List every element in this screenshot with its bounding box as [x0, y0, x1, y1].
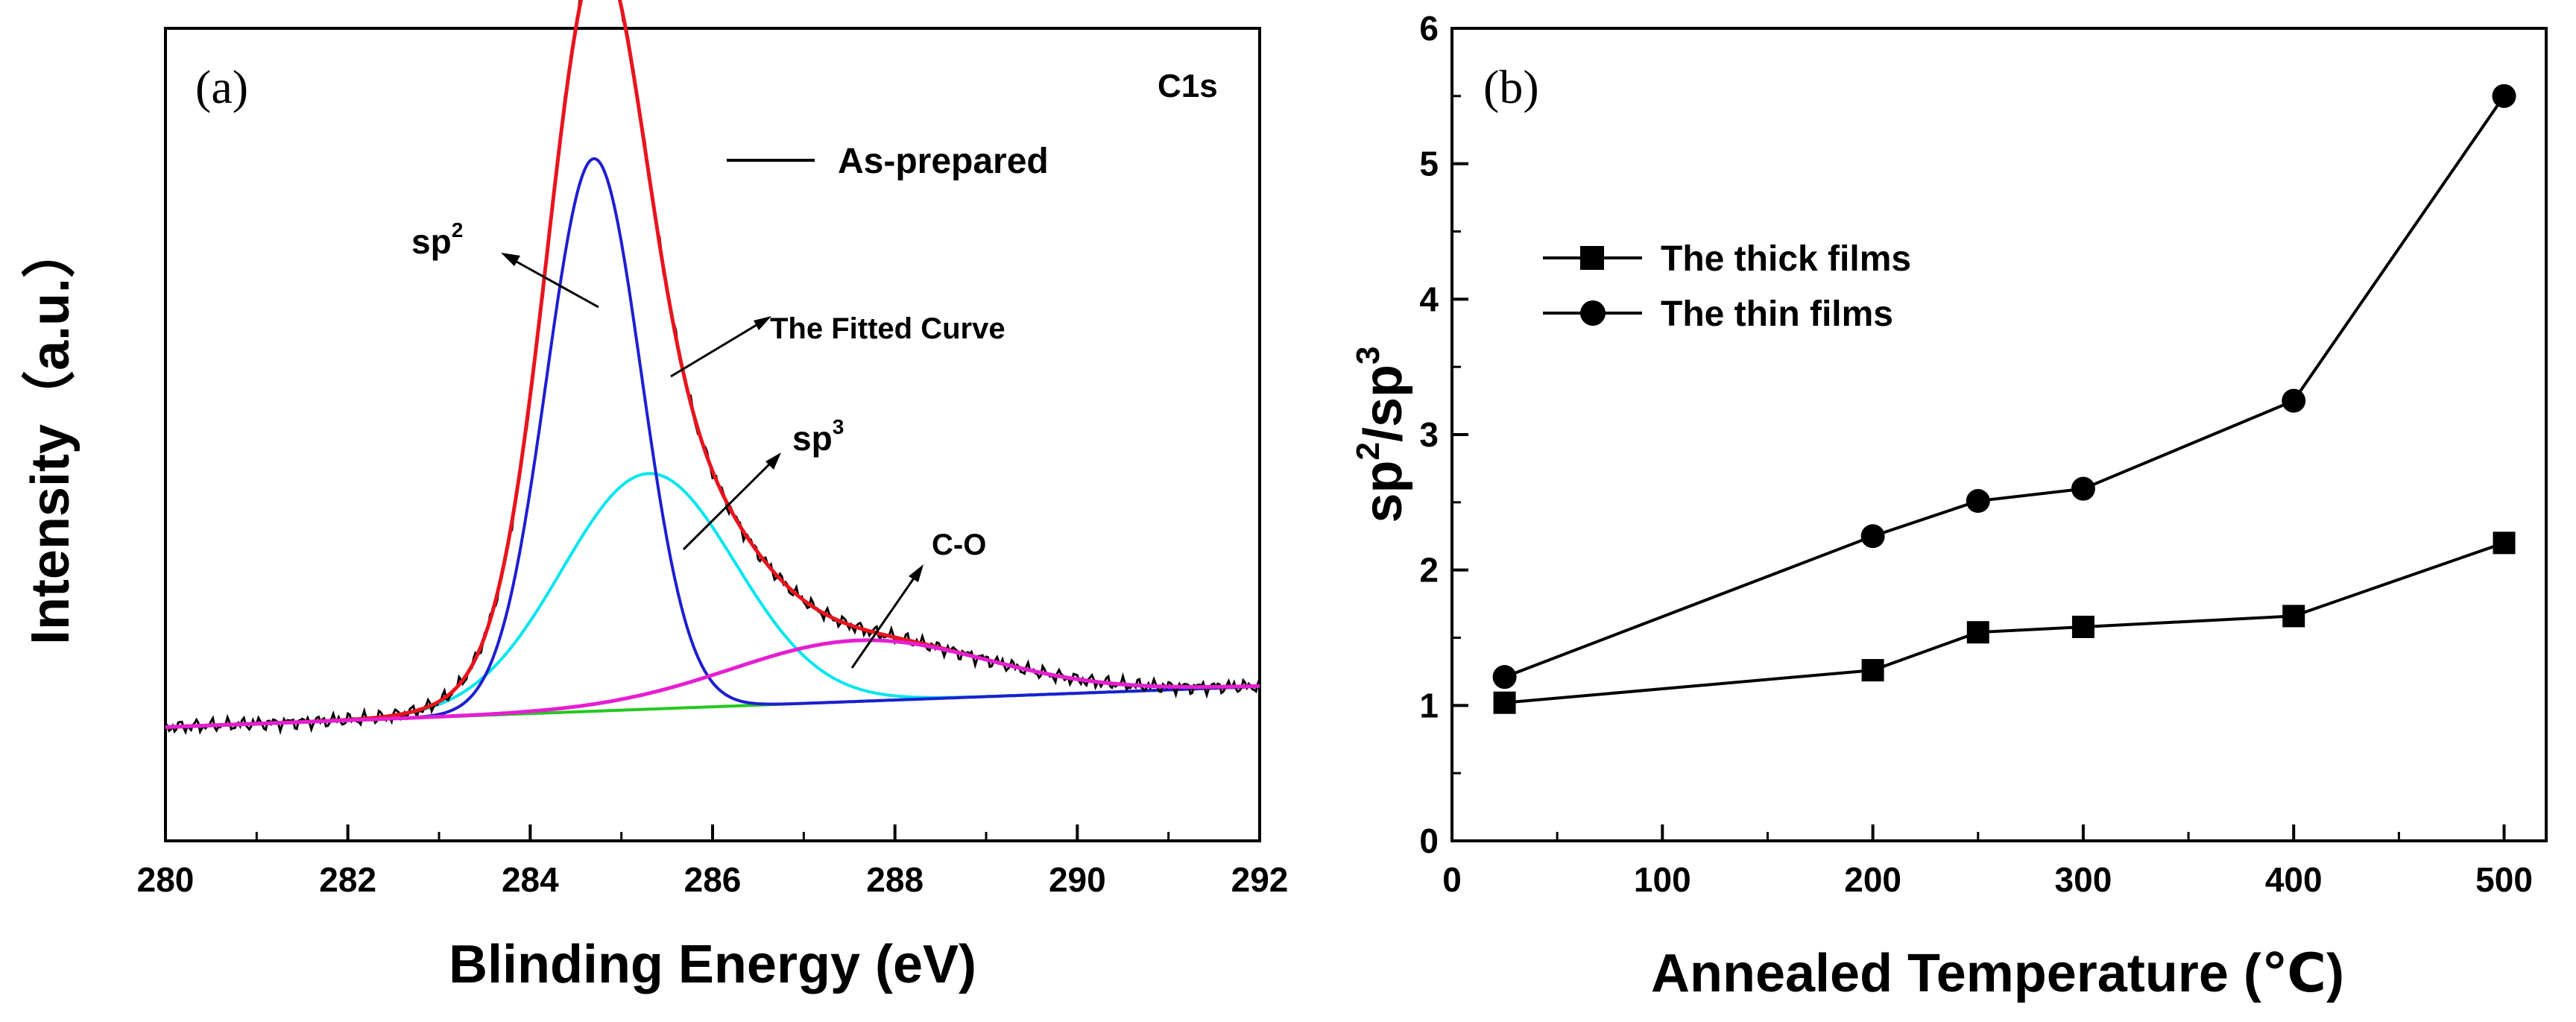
- point-thick-25: [1493, 691, 1516, 714]
- b-y-tick-label-2: 2: [1419, 551, 1439, 590]
- a-x-tick-label-292: 292: [1231, 860, 1289, 899]
- point-thick-300: [2071, 615, 2094, 638]
- y-title-sup-2: 2: [1350, 442, 1386, 460]
- b-x-tick-label-500: 500: [2475, 860, 2533, 899]
- annotation-sp2-sup: 2: [452, 218, 464, 242]
- panel-b-plot-frame: [1450, 27, 2548, 842]
- panel-a-label: (a): [195, 60, 248, 113]
- a-x-tick-label-288: 288: [866, 860, 924, 899]
- a-x-tick-label-286: 286: [684, 860, 742, 899]
- arrow-sp3-head: [765, 452, 781, 470]
- panel-b-legend: The thick films The thin films: [1543, 239, 1911, 334]
- panel-b-ticks: [1450, 27, 2506, 842]
- point-thin-400: [2282, 388, 2306, 413]
- annotation-fitted-curve: The Fitted Curve: [770, 312, 1006, 345]
- a-x-tick-label-284: 284: [502, 860, 559, 899]
- legend-label-thick: The thick films: [1661, 239, 1911, 279]
- curve-c-o: [165, 638, 1260, 729]
- series-line-thin: [1503, 95, 2506, 679]
- point-thick-200: [1861, 659, 1884, 682]
- y-title-slash-sp: /sp: [1354, 365, 1413, 442]
- panel-a-x-ticks: [164, 824, 1261, 841]
- panel-b-y-axis-title: sp2/sp3: [1350, 346, 1413, 523]
- legend-marker-thin: [1580, 300, 1606, 326]
- b-x-tick-label-200: 200: [1844, 860, 1901, 899]
- a-x-tick-label-280: 280: [137, 860, 195, 899]
- b-y-tick-label-6: 6: [1419, 9, 1439, 48]
- annotation-sp3-sup: 3: [833, 415, 845, 438]
- point-thick-500: [2493, 531, 2516, 555]
- b-x-tick-label-400: 400: [2265, 860, 2323, 899]
- annotation-sp3-base: sp: [792, 419, 833, 458]
- legend-label-thin: The thin films: [1661, 294, 1893, 334]
- arrow-c-o: [850, 571, 920, 669]
- point-thin-25: [1492, 665, 1517, 690]
- b-y-tick-label-1: 1: [1419, 686, 1439, 725]
- panel-b-x-axis-title: Annealed Temperature (℃): [1651, 944, 2344, 1003]
- a-x-tick-label-290: 290: [1049, 860, 1106, 899]
- b-y-tick-label-3: 3: [1419, 415, 1439, 454]
- b-y-tick-label-0: 0: [1419, 821, 1439, 860]
- annotation-sp3: sp3: [792, 415, 844, 458]
- point-thick-400: [2282, 605, 2305, 628]
- arrow-fitted-head: [754, 316, 771, 330]
- annotation-arrows: [501, 253, 924, 669]
- b-x-tick-label-100: 100: [1634, 860, 1691, 899]
- curve-as-prepared: [164, 0, 1261, 736]
- point-thin-500: [2492, 83, 2516, 108]
- arrow-sp2: [508, 256, 599, 309]
- panel-a-xps-spectrum: 280 282 284 286 288 290 292 (a) C1s As-prepare…: [21, 0, 1288, 994]
- a-x-tick-label-282: 282: [319, 860, 376, 899]
- curve-fitted: [165, 0, 1260, 729]
- b-y-tick-label-4: 4: [1419, 280, 1439, 318]
- point-thin-250: [1966, 489, 1990, 514]
- annotation-sp2: sp2: [411, 218, 463, 261]
- panel-b-label: (b): [1483, 60, 1539, 113]
- panel-a-x-tick-labels: 280 282 284 286 288 290 292: [137, 860, 1289, 899]
- arrow-sp2-head: [501, 253, 520, 266]
- y-title-sp: sp: [1354, 460, 1413, 523]
- series-line-thick: [1504, 541, 2505, 704]
- panel-b-tick-labels: 0 100 200 300 400 500 0 1 2 3 4 5 6: [1419, 9, 2533, 899]
- b-y-tick-label-5: 5: [1419, 145, 1439, 183]
- curve-sp2: [165, 157, 1260, 729]
- annotation-sp2-base: sp: [411, 222, 452, 261]
- b-x-tick-label-300: 300: [2055, 860, 2112, 899]
- arrow-c-o-head: [909, 564, 924, 582]
- b-x-tick-label-0: 0: [1442, 860, 1462, 899]
- annotation-c-o: C-O: [932, 529, 986, 561]
- panel-a-legend-label-as-prepared: As-prepared: [838, 142, 1049, 181]
- panel-a-curves: [164, 0, 1261, 736]
- legend-marker-thick: [1580, 246, 1604, 270]
- panel-b-series: [1492, 83, 2516, 714]
- panel-a-y-axis-title: Intensity（a.u.）: [21, 224, 80, 645]
- panel-b-ratio-plot: 0 100 200 300 400 500 0 1 2 3 4 5 6 (b) The thick fi…: [1350, 9, 2548, 1003]
- y-title-sup-3: 3: [1350, 346, 1386, 364]
- arrow-fitted: [670, 319, 765, 378]
- point-thick-250: [1966, 621, 1989, 644]
- panel-a-title-c1s: C1s: [1158, 68, 1218, 104]
- point-thin-300: [2071, 476, 2095, 501]
- point-thin-200: [1860, 524, 1885, 549]
- arrow-sp3: [682, 457, 777, 551]
- panel-a-x-axis-title: Blinding Energy (eV): [449, 935, 976, 994]
